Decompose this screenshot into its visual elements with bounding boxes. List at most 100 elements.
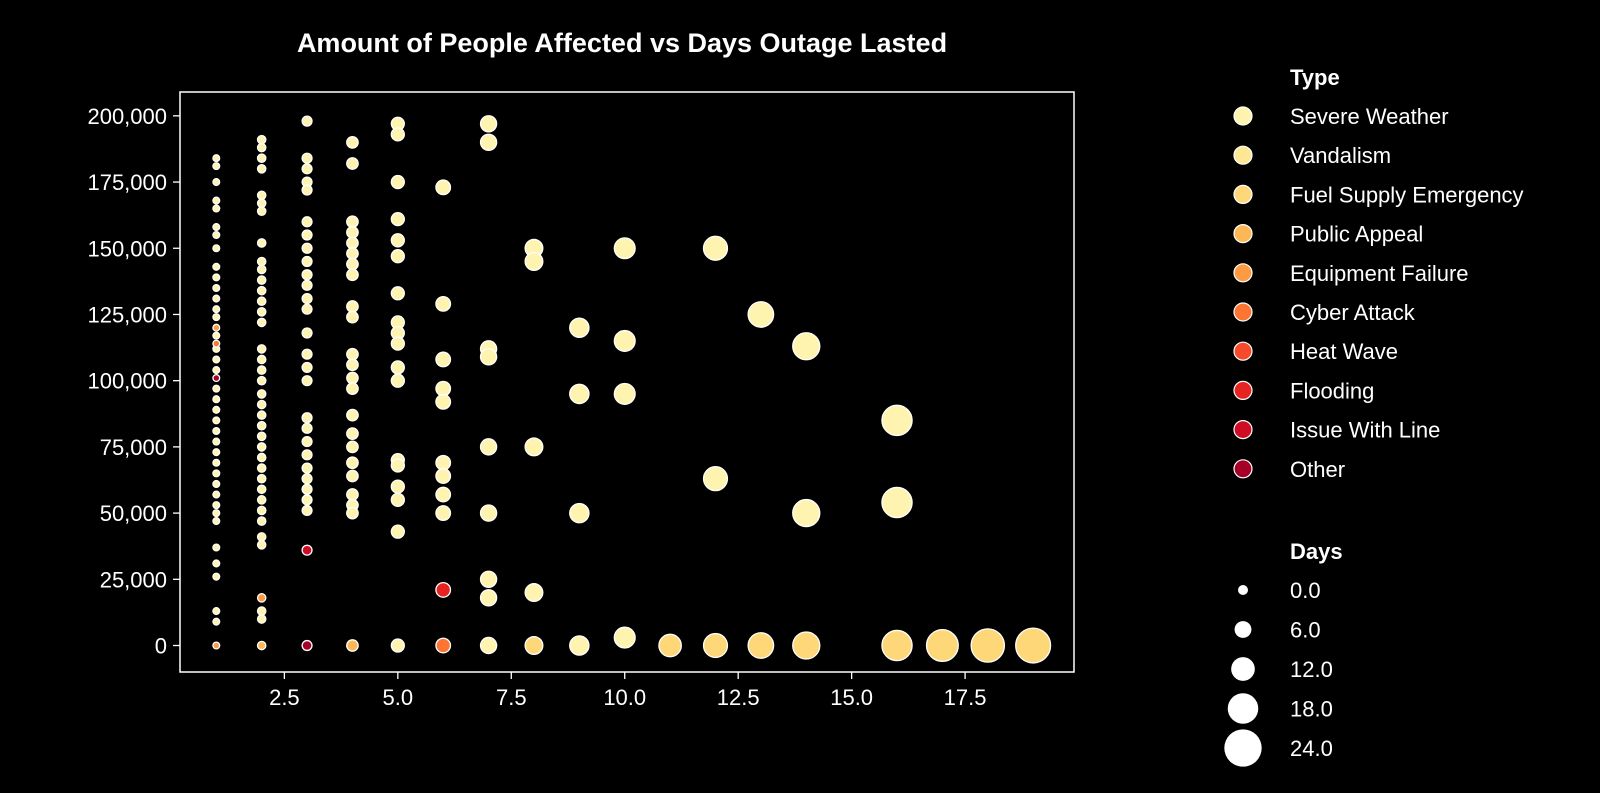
- data-point: [212, 501, 221, 510]
- data-point: [390, 360, 405, 375]
- data-point: [256, 431, 267, 442]
- data-point: [524, 437, 544, 457]
- legend-type-swatch: [1233, 184, 1253, 204]
- data-point: [256, 206, 267, 216]
- data-point: [301, 279, 313, 291]
- legend: Type Severe Weather Vandalism Fuel Supply …: [1224, 65, 1524, 767]
- data-point: [479, 438, 498, 456]
- y-tick-label: 150,000: [87, 236, 167, 261]
- data-point: [390, 373, 405, 388]
- data-point: [212, 294, 221, 303]
- legend-days-label: 18.0: [1290, 697, 1333, 722]
- data-point: [256, 484, 267, 495]
- data-point: [212, 154, 221, 163]
- plot-area-frame: [179, 91, 1075, 673]
- y-tick-label: 200,000: [87, 104, 167, 129]
- y-tick-label: 25,000: [100, 567, 167, 592]
- legend-type-label: Public Appeal: [1290, 222, 1423, 247]
- data-point: [390, 336, 405, 351]
- data-point: [212, 323, 221, 332]
- legend-type-swatch: [1233, 420, 1253, 440]
- data-point: [256, 495, 267, 505]
- data-point: [435, 468, 452, 484]
- data-point: [435, 454, 452, 471]
- data-point: [390, 479, 405, 494]
- legend-type-item: Severe Weather: [1233, 104, 1449, 129]
- data-point: [212, 607, 221, 616]
- data-point: [792, 498, 821, 528]
- points-layer: [212, 115, 1052, 664]
- data-point: [212, 373, 221, 383]
- data-point: [301, 229, 313, 241]
- legend-type-label: Flooding: [1290, 378, 1374, 403]
- legend-type-swatch: [1233, 302, 1253, 322]
- data-point: [256, 344, 267, 354]
- legend-type-label: Heat Wave: [1290, 339, 1398, 364]
- data-point: [569, 502, 590, 524]
- legend-type-item: Heat Wave: [1233, 339, 1398, 364]
- data-point: [479, 636, 498, 655]
- data-point: [346, 157, 359, 170]
- data-point: [301, 242, 313, 254]
- data-point: [569, 635, 590, 656]
- data-point: [346, 236, 359, 250]
- legend-type-item: Issue With Line: [1233, 418, 1440, 443]
- data-point: [212, 405, 221, 414]
- data-point: [256, 399, 267, 410]
- data-point: [435, 581, 452, 598]
- legend-type-label: Severe Weather: [1290, 104, 1449, 129]
- data-point: [479, 589, 498, 607]
- data-point: [881, 629, 913, 662]
- y-tick-label: 50,000: [100, 501, 167, 526]
- data-point: [256, 190, 267, 201]
- data-point: [256, 354, 267, 365]
- data-point: [212, 355, 221, 364]
- data-point: [256, 516, 267, 526]
- data-point: [435, 351, 452, 368]
- legend-type-title: Type: [1290, 65, 1340, 90]
- data-point: [301, 412, 313, 424]
- data-point: [256, 452, 267, 463]
- data-point: [212, 196, 221, 205]
- legend-type-label: Equipment Failure: [1290, 261, 1469, 286]
- legend-days-label: 12.0: [1290, 657, 1333, 682]
- data-point: [346, 300, 359, 313]
- legend-days-item: 6.0: [1234, 618, 1321, 643]
- legend-type-label: Vandalism: [1290, 143, 1391, 168]
- data-point: [256, 134, 267, 145]
- x-tick-label: 2.5: [269, 685, 300, 710]
- data-point: [212, 479, 221, 488]
- legend-type-item: Public Appeal: [1233, 222, 1423, 247]
- data-point: [301, 348, 313, 360]
- data-point: [256, 606, 267, 616]
- data-point: [256, 275, 267, 285]
- data-point: [346, 382, 359, 395]
- data-point: [212, 490, 221, 499]
- data-point: [256, 142, 267, 153]
- legend-days-item: 12.0: [1231, 657, 1333, 682]
- data-point: [613, 237, 636, 260]
- data-point: [212, 426, 221, 436]
- data-point: [256, 463, 267, 473]
- data-point: [346, 225, 359, 239]
- data-point: [212, 617, 221, 626]
- legend-days-swatch: [1227, 693, 1259, 724]
- data-point: [346, 469, 359, 483]
- data-point: [390, 492, 405, 508]
- legend-days-items: 0.0 6.0 12.0 18.0 24.0: [1224, 578, 1333, 767]
- data-point: [301, 303, 313, 315]
- legend-type-item: Cyber Attack: [1233, 300, 1416, 325]
- data-point: [256, 307, 267, 317]
- data-point: [301, 473, 313, 485]
- data-point: [212, 458, 221, 467]
- data-point: [212, 416, 221, 425]
- data-point: [346, 257, 359, 271]
- legend-days-label: 0.0: [1290, 578, 1321, 603]
- data-point: [792, 631, 821, 660]
- data-point: [346, 639, 359, 652]
- data-point: [346, 310, 359, 324]
- y-axis: 0 25,000 50,000 75,000 100,000 125,000 150,000…: [87, 104, 180, 659]
- legend-type-swatch: [1233, 145, 1253, 165]
- data-point: [256, 389, 267, 399]
- data-point: [212, 384, 221, 393]
